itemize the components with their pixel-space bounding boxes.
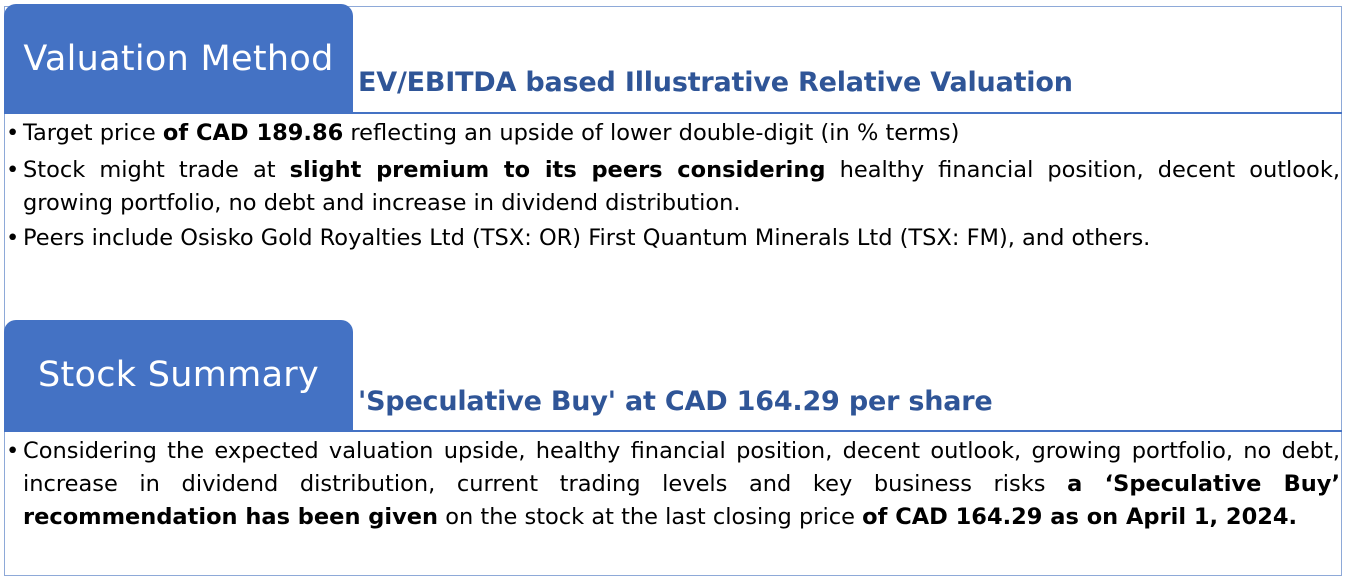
valuation-bullet-list: • Target price of CAD 189.86 reflecting a… xyxy=(6,117,1340,259)
list-item: • Considering the expected valuation upsi… xyxy=(6,435,1340,534)
bullet-text: Target price xyxy=(23,120,163,146)
bullet-marker: • xyxy=(6,225,20,251)
bullet-text: Considering the expected valuation upsid… xyxy=(23,438,1340,497)
valuation-subheading: EV/EBITDA based Illustrative Relative Va… xyxy=(358,67,1073,98)
valuation-method-tab: Valuation Method xyxy=(4,4,353,114)
list-item: • Stock might trade at slight premium to … xyxy=(6,154,1340,220)
summary-subheading: 'Speculative Buy' at CAD 164.29 per shar… xyxy=(358,386,993,417)
valuation-method-label: Valuation Method xyxy=(23,39,334,79)
bullet-marker: • xyxy=(6,120,20,146)
summary-divider xyxy=(4,430,1342,432)
bullet-emphasis: of CAD 164.29 as on April 1, 2024. xyxy=(862,504,1298,530)
bullet-text: Peers include Osisko Gold Royalties Ltd … xyxy=(23,225,1151,251)
summary-bullet-list: • Considering the expected valuation upsi… xyxy=(6,435,1340,538)
list-item: • Target price of CAD 189.86 reflecting a… xyxy=(6,117,1340,150)
bullet-emphasis: of CAD 189.86 xyxy=(162,120,344,146)
bullet-emphasis: slight premium to its peers considering xyxy=(289,157,826,183)
stock-summary-label: Stock Summary xyxy=(37,355,320,395)
bullet-marker: • xyxy=(6,157,20,183)
stock-summary-tab: Stock Summary xyxy=(4,320,353,430)
bullet-text: reflecting an upside of lower double-dig… xyxy=(343,120,960,146)
content-frame xyxy=(4,6,1342,576)
bullet-text: healthy financial position, decent outlo… xyxy=(23,157,1341,216)
bullet-emphasis: a ‘Speculative Buy’ recommendation has b… xyxy=(23,471,1341,530)
bullet-text: on the stock at the last closing price xyxy=(438,504,863,530)
bullet-marker: • xyxy=(6,438,20,464)
valuation-divider xyxy=(4,112,1342,114)
list-item: • Peers include Osisko Gold Royalties Ltd… xyxy=(6,222,1340,255)
bullet-text: Stock might trade at xyxy=(23,157,290,183)
